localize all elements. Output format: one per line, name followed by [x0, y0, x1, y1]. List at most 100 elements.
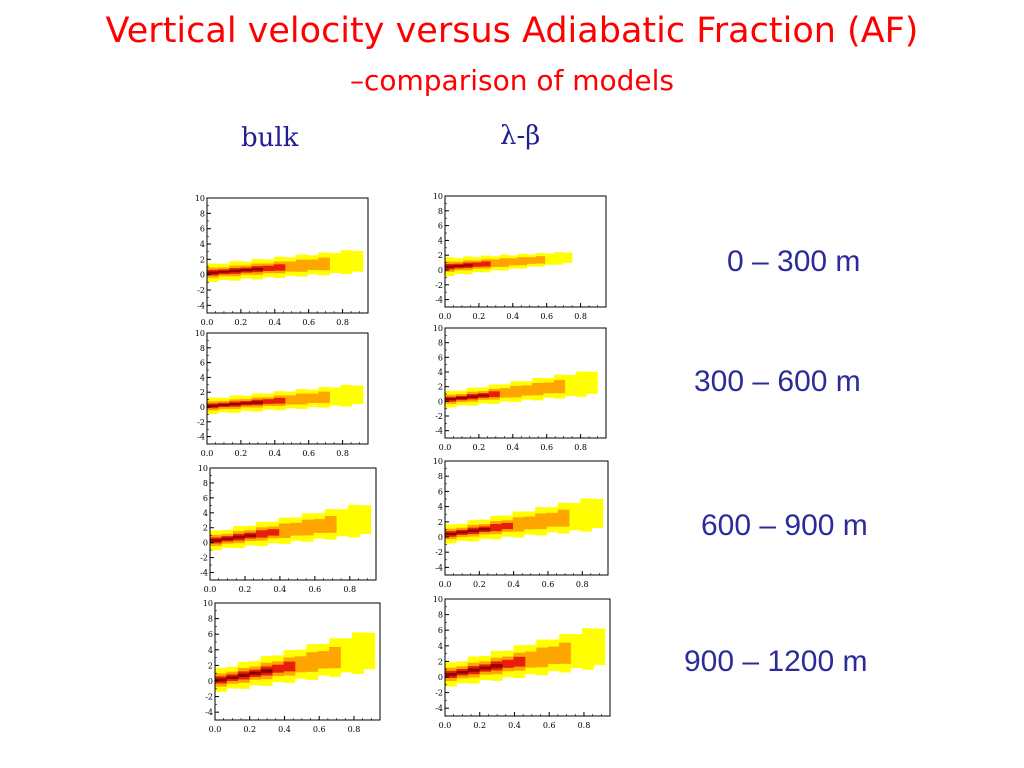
y-tick-label: -4	[435, 563, 443, 572]
x-tick-label: 0.4	[506, 312, 519, 321]
y-tick-label: -2	[197, 418, 205, 427]
y-tick-label: 10	[433, 458, 443, 466]
density-cell	[251, 268, 263, 271]
y-tick-label: -2	[435, 412, 443, 421]
y-tick-label: 2	[438, 518, 443, 527]
density-cell	[508, 258, 518, 266]
density-cell	[488, 391, 500, 398]
density-cell	[215, 678, 227, 682]
row-label-0-300: 0 – 300 m	[727, 245, 861, 278]
density-cell	[501, 522, 513, 530]
plot-frame	[444, 598, 611, 717]
density-cell	[532, 383, 544, 396]
density-cell	[301, 519, 314, 536]
density-cell	[456, 531, 468, 534]
density-cell	[499, 258, 509, 267]
y-tick-label: 6	[200, 225, 205, 234]
y-tick-label: 4	[200, 373, 205, 382]
y-tick-label: -2	[435, 281, 443, 290]
y-tick-label: 8	[208, 615, 213, 624]
density-cell	[479, 666, 491, 670]
density-cell	[240, 269, 252, 272]
density-cell	[580, 498, 592, 532]
x-tick-label: 0.4	[278, 725, 291, 734]
y-tick-label: 8	[438, 611, 443, 620]
y-tick-label: 6	[438, 626, 443, 635]
plot-lambda-beta-600-900: 10 8 6 4 2 0 -2 -4 0.0 0.2 0.4 0.6 0.8	[433, 458, 609, 589]
x-tick-label: 0.0	[204, 585, 217, 594]
y-tick-label: 10	[203, 600, 213, 608]
y-tick-label: 8	[438, 339, 443, 348]
density-cell	[535, 256, 546, 264]
y-tick-label: -4	[435, 427, 443, 436]
plot-bulk-900-1200: 10 8 6 4 2 0 -2 -4 0.0 0.2 0.4 0.6 0.8	[203, 600, 381, 734]
plot-frame	[214, 602, 381, 721]
density-cell	[523, 516, 536, 530]
density-cell	[490, 259, 500, 267]
plot-frame	[444, 327, 607, 439]
y-tick-label: -2	[200, 554, 208, 563]
x-tick-label: 0.6	[308, 585, 321, 594]
x-tick-label: 0.8	[348, 725, 361, 734]
y-tick-label: 10	[195, 195, 205, 203]
y-tick-label: 4	[438, 642, 443, 651]
x-tick-label: 0.0	[201, 449, 214, 458]
density-cell	[273, 264, 286, 271]
y-tick-label: 2	[200, 255, 205, 264]
density-cell	[285, 395, 297, 405]
y-tick-label: 0	[438, 266, 443, 275]
y-tick-label: -4	[197, 301, 205, 310]
x-tick-label: 0.8	[574, 443, 587, 452]
density-cell	[351, 385, 364, 405]
density-cell	[456, 671, 469, 674]
plot-bulk-600-900: 10 8 6 4 2 0 -2 -4 0.0 0.2 0.4 0.6 0.8	[198, 465, 377, 594]
y-tick-label: 2	[438, 657, 443, 666]
y-tick-label: -4	[197, 433, 205, 442]
density-cell	[307, 259, 319, 270]
x-tick-label: 0.4	[268, 449, 281, 458]
x-tick-label: 0.6	[313, 725, 326, 734]
density-cell	[569, 503, 581, 531]
plot-frame	[206, 197, 369, 314]
density-cell	[229, 403, 241, 406]
y-tick-label: -4	[435, 704, 443, 713]
plot-lambda-beta-0-300: 10 8 6 4 2 0 -2 -4 0.0 0.2 0.4 0.6 0.8	[433, 193, 607, 321]
density-cell	[329, 387, 341, 406]
density-cell	[318, 257, 330, 271]
y-tick-label: -2	[197, 286, 205, 295]
x-tick-label: 0.8	[574, 312, 587, 321]
density-cell	[543, 382, 555, 394]
density-cell	[512, 517, 525, 532]
y-tick-label: 6	[208, 630, 213, 639]
density-cell	[249, 671, 261, 675]
density-cell	[466, 395, 478, 398]
x-tick-label: 0.4	[274, 585, 287, 594]
x-tick-label: 0.8	[336, 449, 349, 458]
y-tick-label: 8	[203, 479, 208, 488]
x-tick-label: 0.0	[439, 580, 452, 589]
density-cell	[467, 668, 480, 672]
x-tick-label: 0.6	[542, 580, 555, 589]
density-cell	[477, 394, 489, 397]
density-cell	[363, 632, 376, 670]
x-tick-label: 0.6	[540, 312, 553, 321]
x-tick-label: 0.4	[506, 443, 519, 452]
density-cell	[285, 261, 297, 272]
y-tick-label: 4	[438, 503, 443, 512]
density-cell	[490, 664, 503, 668]
plot-bulk-300-600: 10 8 6 4 2 0 -2 -4 0.0 0.2 0.4 0.6 0.8	[195, 330, 369, 458]
y-tick-label: 8	[200, 344, 205, 353]
density-cell	[536, 647, 549, 668]
density-cell	[593, 628, 606, 666]
density-cell	[535, 513, 547, 530]
row-label-300-600: 300 – 600 m	[694, 365, 861, 398]
slide-subtitle: –comparison of models	[349, 64, 675, 97]
y-tick-label: 6	[200, 359, 205, 368]
x-tick-label: 0.2	[239, 585, 252, 594]
x-tick-label: 0.8	[576, 580, 589, 589]
density-cell	[499, 388, 511, 398]
density-cell	[207, 404, 219, 407]
density-cell	[513, 656, 526, 667]
y-tick-label: 10	[195, 330, 205, 338]
density-cell	[490, 524, 502, 532]
